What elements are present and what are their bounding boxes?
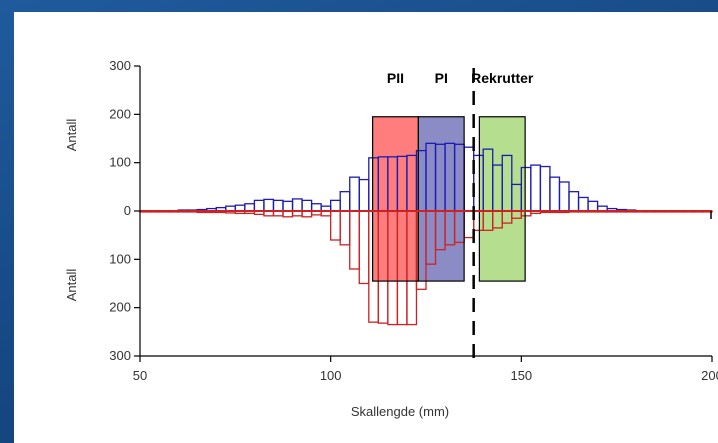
x-tick-label: 150 xyxy=(510,368,532,383)
y-tick-label: 300 xyxy=(109,58,131,73)
upper-bar xyxy=(568,191,580,212)
upper-bar xyxy=(339,191,351,212)
upper-bar xyxy=(349,176,360,212)
bars-layer xyxy=(139,142,713,326)
upper-bar xyxy=(291,198,303,212)
y-tick-label: 100 xyxy=(109,155,131,170)
x-tick-label: 50 xyxy=(133,368,147,383)
upper-bar xyxy=(530,164,542,212)
lower-bar xyxy=(358,210,370,285)
chart-panel xyxy=(14,12,718,443)
upper-bar xyxy=(549,176,561,212)
lower-bar xyxy=(463,210,475,239)
upper-bar xyxy=(263,198,275,212)
region-outline-layer xyxy=(372,116,526,282)
region-fill-pi xyxy=(418,116,465,282)
upper-bar xyxy=(558,181,570,212)
lower-bar xyxy=(349,210,360,270)
upper-bar xyxy=(463,146,475,212)
x-axis-title: Skallengde (mm) xyxy=(351,404,449,419)
x-tick-label: 200 xyxy=(701,368,718,383)
region-outline-pi xyxy=(417,116,465,282)
upper-bar xyxy=(253,199,265,212)
upper-bar xyxy=(330,199,341,212)
upper-bar xyxy=(577,196,589,212)
y-tick-label: 100 xyxy=(109,251,131,266)
lower-bar xyxy=(339,210,351,246)
x-tick-label: 100 xyxy=(320,368,342,383)
region-fill-pii xyxy=(372,116,419,282)
region-label-pi: PI xyxy=(435,70,448,86)
region-label-pii: PII xyxy=(387,70,404,86)
y-axis-title-bottom: Antall xyxy=(64,269,79,302)
y-axis-title-top: Antall xyxy=(64,119,79,152)
upper-bar xyxy=(539,165,551,212)
upper-bar xyxy=(244,203,256,212)
y-tick-label: 200 xyxy=(109,106,131,121)
upper-bar xyxy=(301,199,313,212)
axes-layer xyxy=(134,65,713,362)
region-label-rekrutter: Rekrutter xyxy=(471,70,534,86)
y-tick-label: 0 xyxy=(124,203,131,218)
upper-bar xyxy=(310,203,322,212)
upper-bar xyxy=(587,200,599,212)
upper-bar xyxy=(282,200,294,212)
upper-bar xyxy=(272,199,284,212)
lower-bar xyxy=(330,210,341,241)
y-tick-label: 200 xyxy=(109,300,131,315)
upper-bar xyxy=(358,178,370,212)
region-outline-rekrutter xyxy=(478,116,526,282)
y-tick-label: 300 xyxy=(109,348,131,363)
